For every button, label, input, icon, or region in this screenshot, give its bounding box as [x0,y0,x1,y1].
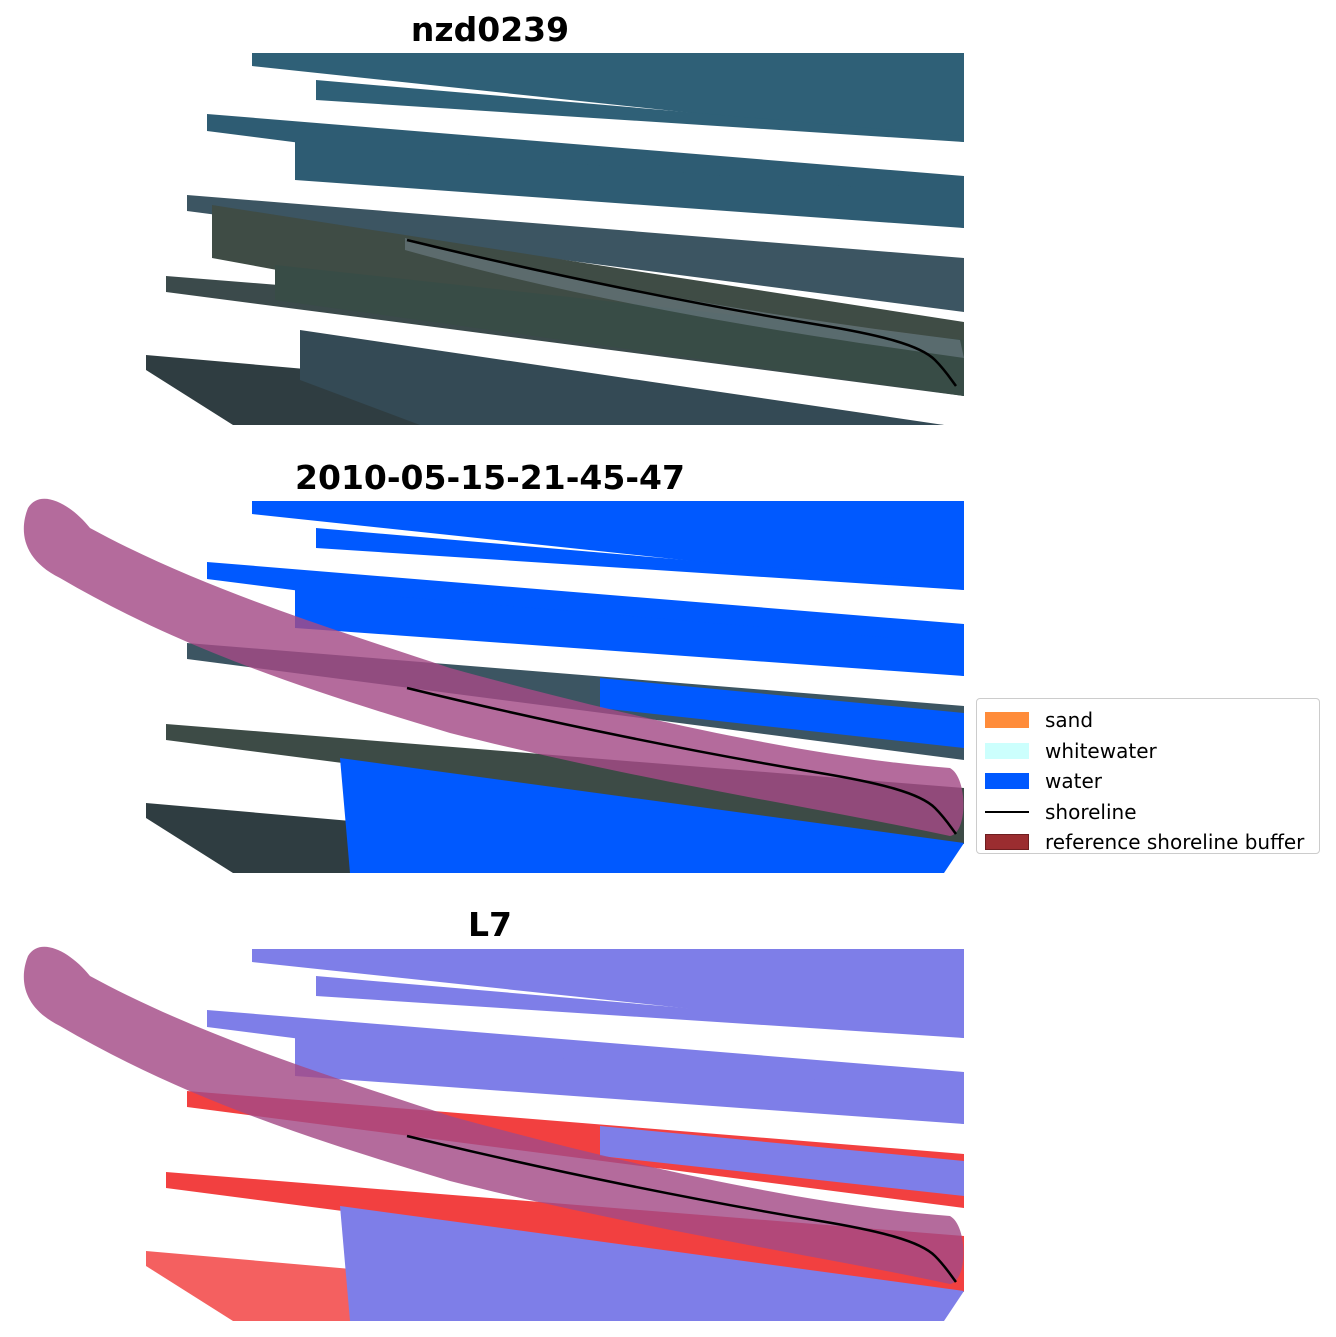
shoreline-curve [406,238,958,387]
index-water-stripe [295,1036,964,1124]
index-water-stripe [252,949,964,1038]
swath-stripes [146,53,964,425]
legend-swatch-buffer [985,834,1029,851]
index-stripes [146,949,964,1321]
legend-item-shoreline: shoreline [985,797,1311,828]
panel-title-rgb: nzd0239 [410,10,570,49]
index-land-stripe [166,1172,964,1292]
legend-swatch-whitewater [985,742,1029,759]
legend-item-whitewater: whitewater [985,736,1311,767]
reference-buffer [23,946,964,1284]
water-stripe [316,528,964,590]
legend-swatch-water [985,773,1029,790]
water-upper [600,678,964,748]
land-stripe [166,724,964,844]
swath-stripe [316,80,964,142]
water-stripe [295,588,964,676]
index-water-lagoon [340,1206,964,1321]
swath-stripe [252,53,964,142]
rgb-satellite-image [146,53,964,425]
panel-title-index: L7 [468,905,512,944]
shoreline-curve [406,686,958,835]
surf-zone [405,238,964,358]
legend: sand whitewater water shoreline referenc… [976,698,1320,854]
legend-item-reference-buffer: reference shoreline buffer [985,827,1311,858]
panel-title-classified: 2010-05-15-21-45-47 [295,458,685,497]
swath-stripe [187,195,964,312]
legend-item-water: water [985,766,1311,797]
index-water-upper [600,1126,964,1196]
swath-stripe [295,140,964,228]
land-strip [275,265,964,396]
legend-swatch-sand [985,712,1029,729]
classified-image [23,498,964,873]
legend-label: reference shoreline buffer [1045,830,1305,855]
legend-line-shoreline [985,810,1029,813]
index-water-stripe [316,976,964,1038]
water-class-stripes [146,501,964,873]
legend-label: sand [1045,708,1094,733]
legend-label: whitewater [1045,738,1157,763]
reference-buffer [23,498,964,836]
water-lagoon [340,758,964,873]
legend-label: shoreline [1045,799,1137,824]
shoreline-curve [406,1134,958,1283]
legend-item-sand: sand [985,705,1311,736]
legend-label: water [1045,769,1102,794]
index-image [23,946,964,1321]
lagoon-water [300,330,944,425]
water-stripe [252,501,964,590]
